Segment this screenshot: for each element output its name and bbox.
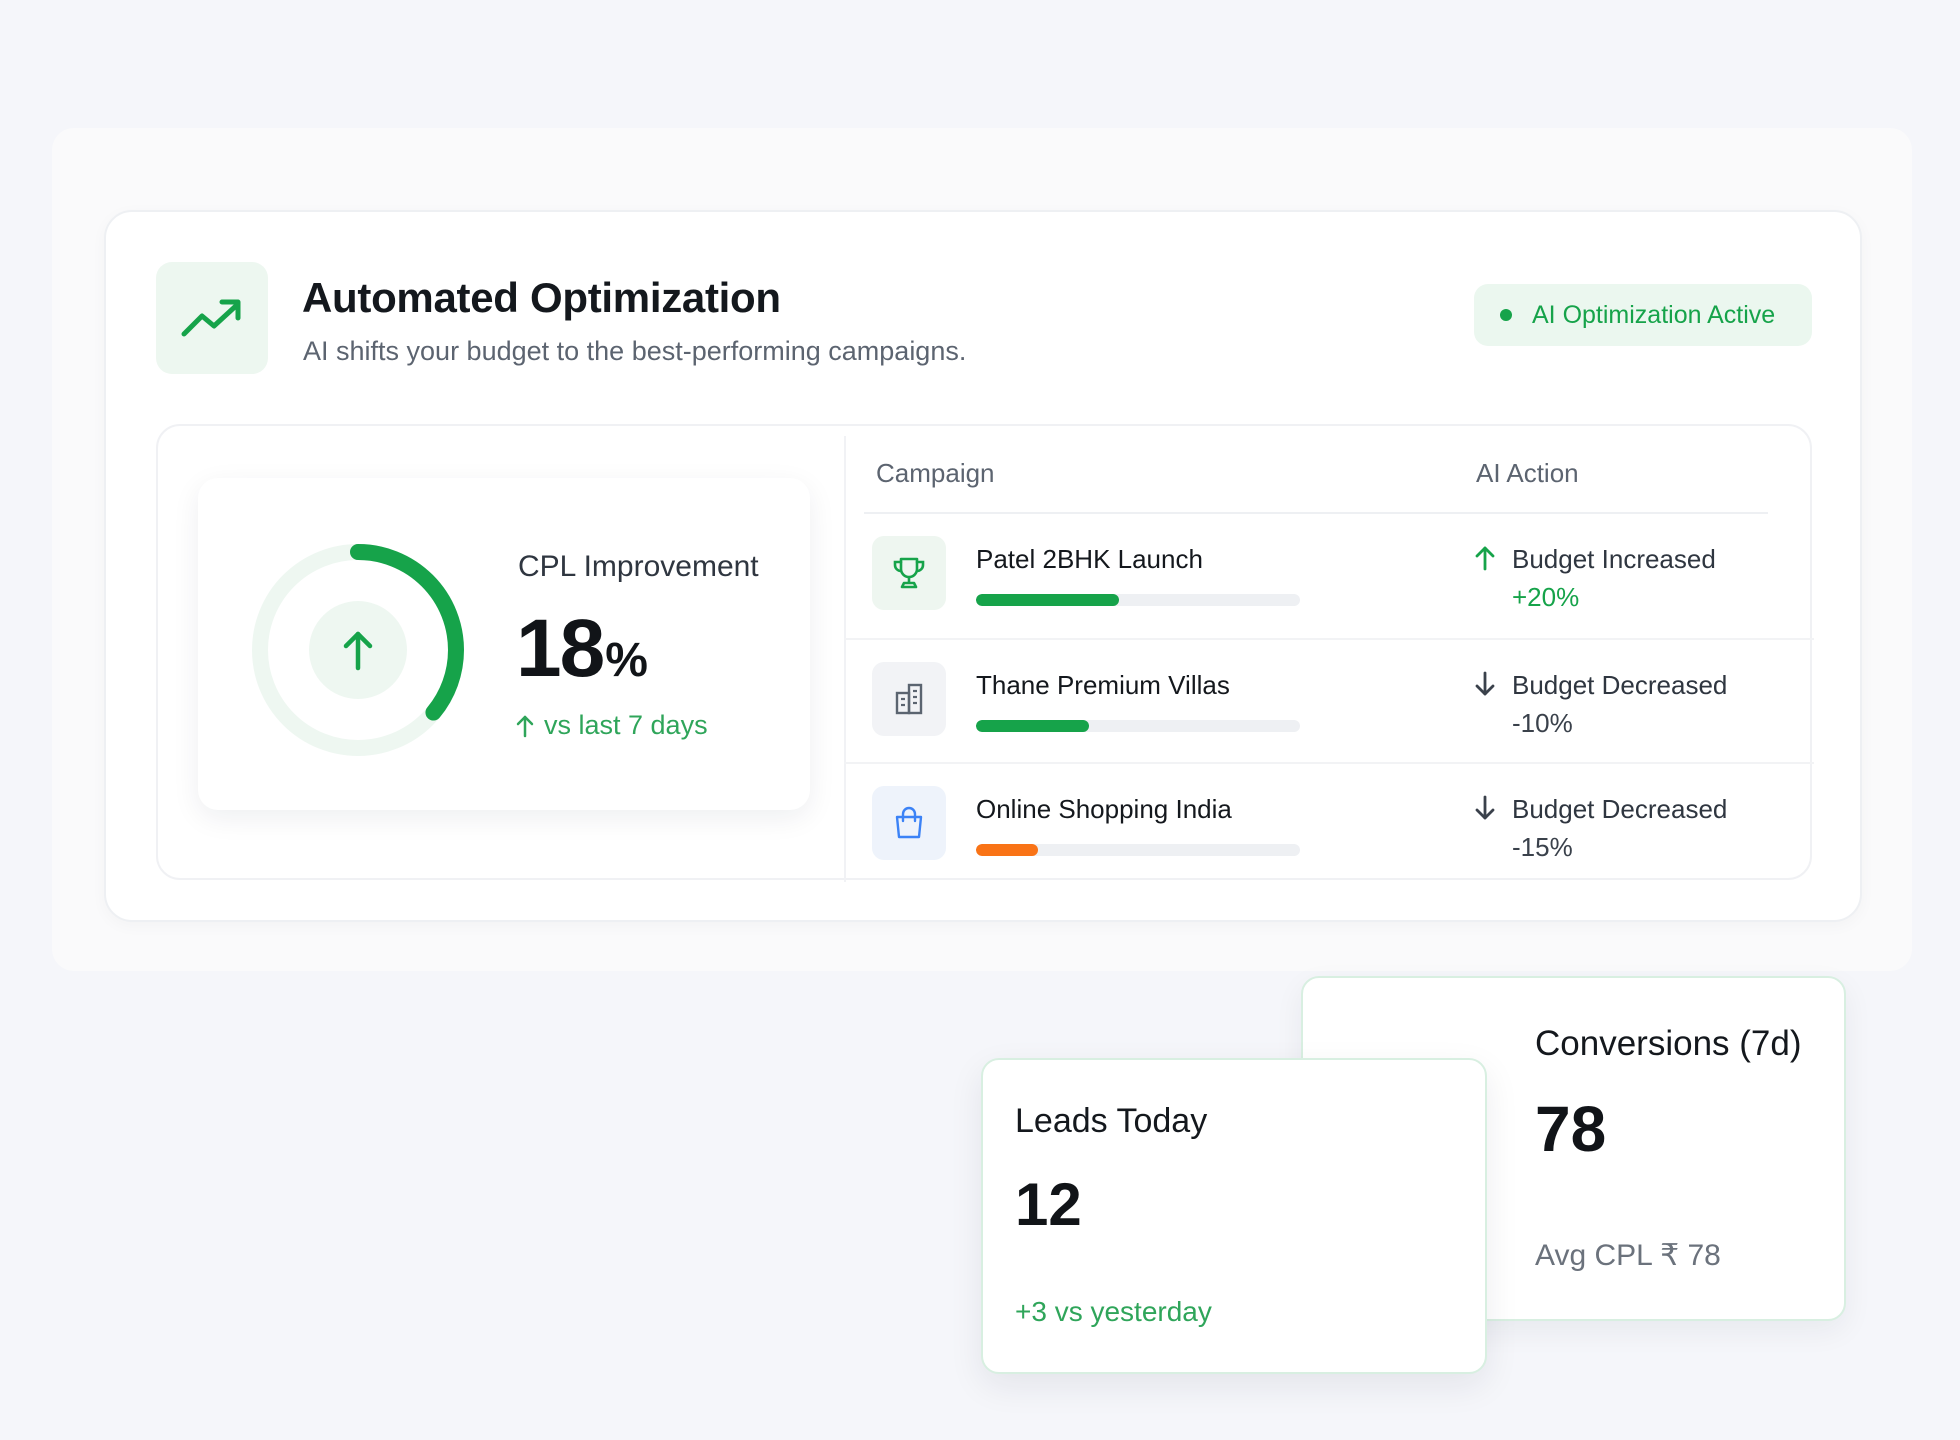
shopping-bag-icon [895, 806, 923, 839]
trending-up-icon [181, 299, 241, 337]
leads-title: Leads Today [1015, 1102, 1208, 1140]
arrow-down-icon [1475, 671, 1495, 696]
conversions-title: Conversions (7d) [1535, 1024, 1802, 1063]
ai-action-delta: -10% [1512, 708, 1573, 738]
campaign-name: Online Shopping India [976, 794, 1232, 824]
cpl-label: CPL Improvement [518, 550, 759, 583]
campaign-progress-fill [976, 844, 1038, 856]
table-row[interactable]: Patel 2BHK Launch Budget Increased +20% [844, 514, 1814, 636]
row-icon-box [872, 786, 946, 860]
header-divider [864, 512, 1768, 514]
header-icon-box [156, 262, 268, 374]
cpl-value: 18 % [516, 602, 648, 696]
progress-ring-arc [252, 544, 464, 756]
page-title: Automated Optimization [302, 274, 781, 321]
ai-action-label: Budget Increased [1512, 544, 1716, 574]
arrow-up-icon [343, 631, 373, 671]
status-dot-icon [1500, 309, 1512, 321]
column-header-campaign: Campaign [876, 458, 995, 488]
campaign-name: Thane Premium Villas [976, 670, 1230, 700]
campaign-progress-bar [976, 844, 1300, 856]
campaign-name: Patel 2BHK Launch [976, 544, 1203, 574]
avg-cpl-label: Avg CPL ₹ 78 [1535, 1239, 1721, 1272]
progress-ring [248, 540, 468, 760]
leads-delta: +3 vs yesterday [1015, 1296, 1212, 1327]
arrow-down-icon [1475, 795, 1495, 820]
leads-value: 12 [1015, 1171, 1082, 1238]
ai-action-label: Budget Decreased [1512, 670, 1728, 700]
campaign-progress-fill [976, 720, 1090, 732]
table-row[interactable]: Thane Premium Villas Budget Decreased -1… [844, 638, 1814, 760]
row-icon-box [872, 536, 946, 610]
row-icon-box [872, 662, 946, 736]
page-subtitle: AI shifts your budget to the best-perfor… [303, 336, 967, 366]
status-badge[interactable]: AI Optimization Active [1474, 284, 1812, 346]
leads-today-card: Leads Today 12 +3 vs yesterday [981, 1058, 1487, 1374]
cpl-trend: vs last 7 days [516, 710, 708, 741]
column-divider [844, 436, 846, 882]
ring-center [309, 601, 407, 699]
ai-action-delta: +20% [1512, 582, 1580, 612]
optimization-card: Automated Optimization AI shifts your bu… [104, 210, 1862, 922]
campaign-progress-bar [976, 720, 1300, 732]
building-icon [895, 683, 923, 715]
status-label: AI Optimization Active [1532, 300, 1776, 329]
arrow-up-icon [1475, 546, 1495, 571]
cpl-trend-label: vs last 7 days [544, 710, 708, 740]
cpl-improvement-card: CPL Improvement 18 % vs last 7 days [198, 478, 810, 810]
table-row[interactable]: Online Shopping India Budget Decreased -… [844, 762, 1814, 884]
cpl-unit: % [605, 634, 648, 687]
campaign-progress-fill [976, 594, 1119, 606]
arrow-up-icon [516, 715, 534, 737]
campaign-table-header: Campaign AI Action [844, 426, 1814, 514]
ai-action-delta: -15% [1512, 832, 1573, 862]
cpl-number: 18 [516, 603, 605, 694]
campaign-progress-bar [976, 594, 1300, 606]
column-header-ai-action: AI Action [1476, 458, 1579, 488]
conversions-value: 78 [1535, 1093, 1607, 1165]
optimization-details: CPL Improvement 18 % vs last 7 days Camp… [156, 424, 1814, 882]
trophy-icon [893, 557, 925, 589]
ai-action-label: Budget Decreased [1512, 794, 1728, 824]
